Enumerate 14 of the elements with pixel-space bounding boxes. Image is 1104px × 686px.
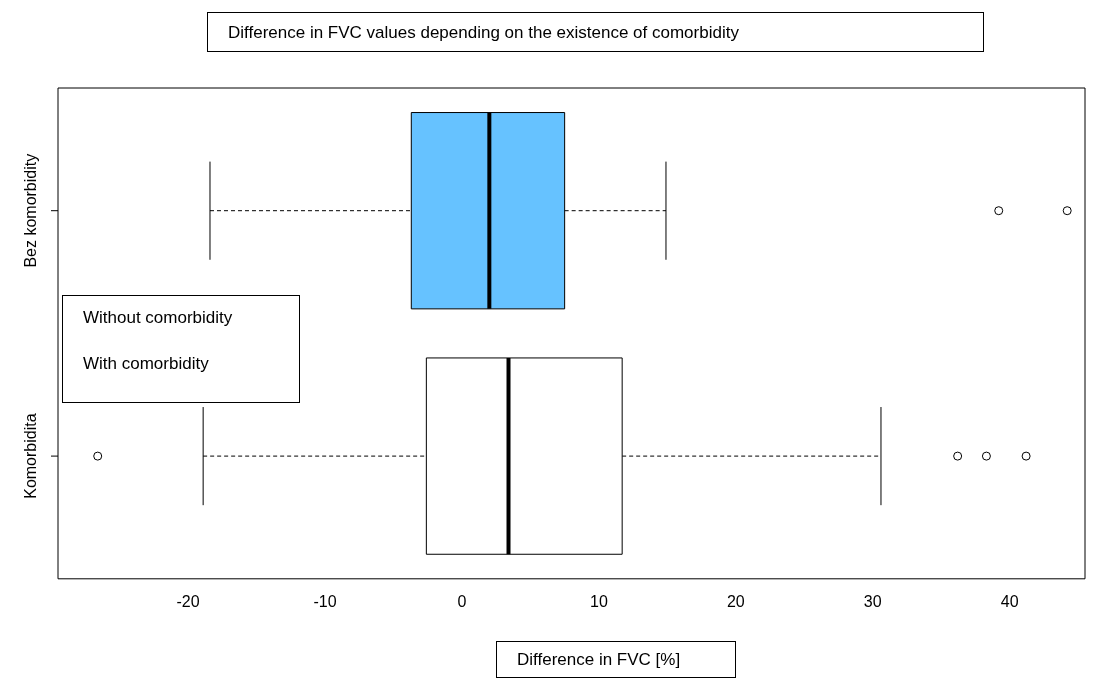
annotation: Without comorbidity — [83, 308, 234, 328]
x-tick-label: 40 — [1000, 592, 1019, 610]
annotation: With comorbidity — [83, 354, 210, 374]
x-tick-label: 0 — [457, 592, 467, 610]
x-tick-label: -10 — [313, 592, 337, 610]
text-frame: Without comorbidity With comorbidity — [62, 295, 300, 403]
chart-title: Difference in FVC values depending on the existence of comorbidity — [207, 12, 984, 52]
x-axis-title: Difference in FVC [%] — [496, 641, 736, 678]
x-tick-label: -20 — [176, 592, 200, 610]
y-tick-label: Bez komorbidity — [22, 153, 40, 268]
x-tick-label: 30 — [863, 592, 882, 610]
x-tick-label: 10 — [589, 592, 608, 610]
x-tick-label: 20 — [726, 592, 745, 610]
y-tick-label: Komorbidita — [22, 413, 40, 499]
